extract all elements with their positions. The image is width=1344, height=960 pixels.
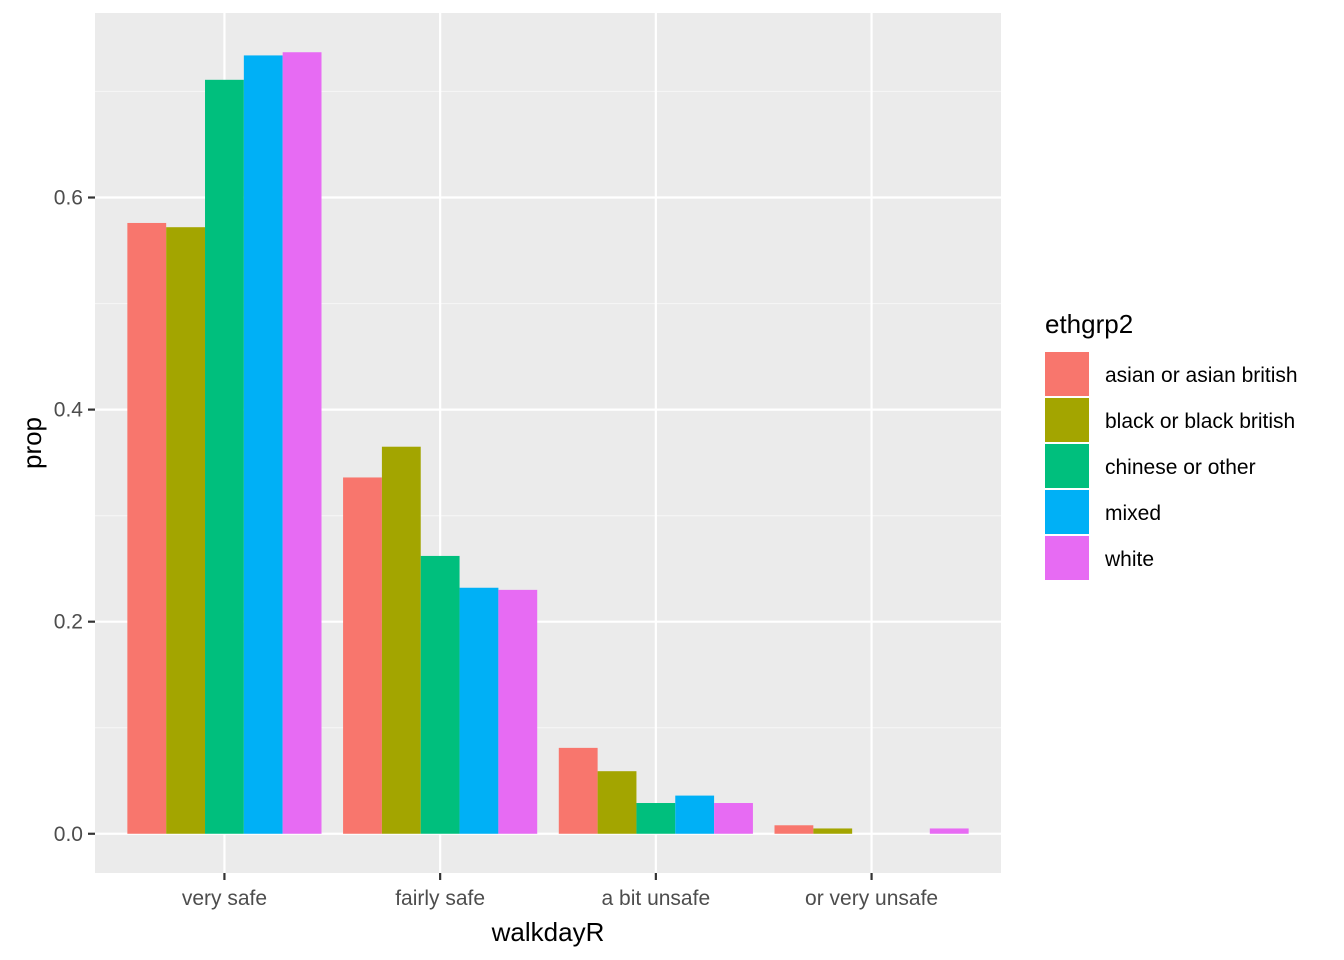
x-axis: very safe fairly safe a bit unsafe or very … xyxy=(182,873,938,910)
x-tick-label: or very unsafe xyxy=(805,887,938,910)
bar xyxy=(929,828,969,834)
bar xyxy=(558,747,598,834)
legend-key xyxy=(1045,490,1089,534)
y-axis: 0.0 0.2 0.4 0.6 xyxy=(54,187,95,846)
legend: ethgrp2 asian or asian british black or b… xyxy=(1045,309,1298,580)
legend-key xyxy=(1045,352,1089,396)
bar xyxy=(498,589,538,834)
bar xyxy=(597,771,637,834)
bar xyxy=(675,795,715,834)
y-axis-title: prop xyxy=(17,417,47,469)
x-tick-label: a bit unsafe xyxy=(602,887,711,910)
legend-key xyxy=(1045,444,1089,488)
y-tick-label: 0.2 xyxy=(54,611,83,634)
legend-label: chinese or other xyxy=(1105,456,1256,479)
legend-label: mixed xyxy=(1105,502,1161,525)
bar xyxy=(459,587,499,834)
y-tick-label: 0.4 xyxy=(54,399,84,422)
bar xyxy=(420,555,460,834)
y-tick-label: 0.0 xyxy=(54,823,83,846)
bar xyxy=(343,477,382,834)
legend-label: asian or asian british xyxy=(1105,364,1298,387)
bar xyxy=(774,825,814,834)
x-tick-label: fairly safe xyxy=(395,887,485,910)
bar xyxy=(381,446,421,834)
legend-title: ethgrp2 xyxy=(1045,309,1133,339)
bar xyxy=(282,52,322,834)
legend-key xyxy=(1045,398,1089,442)
bar xyxy=(714,803,753,834)
bar xyxy=(205,79,244,834)
x-tick-label: very safe xyxy=(182,887,267,910)
bar xyxy=(127,222,167,834)
bars xyxy=(127,52,969,834)
bar xyxy=(166,227,206,834)
legend-key xyxy=(1045,536,1089,580)
legend-label: white xyxy=(1104,548,1154,571)
bar xyxy=(813,828,853,834)
legend-label: black or black british xyxy=(1105,410,1295,433)
y-tick-label: 0.6 xyxy=(54,187,83,210)
bar xyxy=(243,55,283,834)
x-axis-title: walkdayR xyxy=(491,917,605,947)
bar xyxy=(636,803,676,834)
